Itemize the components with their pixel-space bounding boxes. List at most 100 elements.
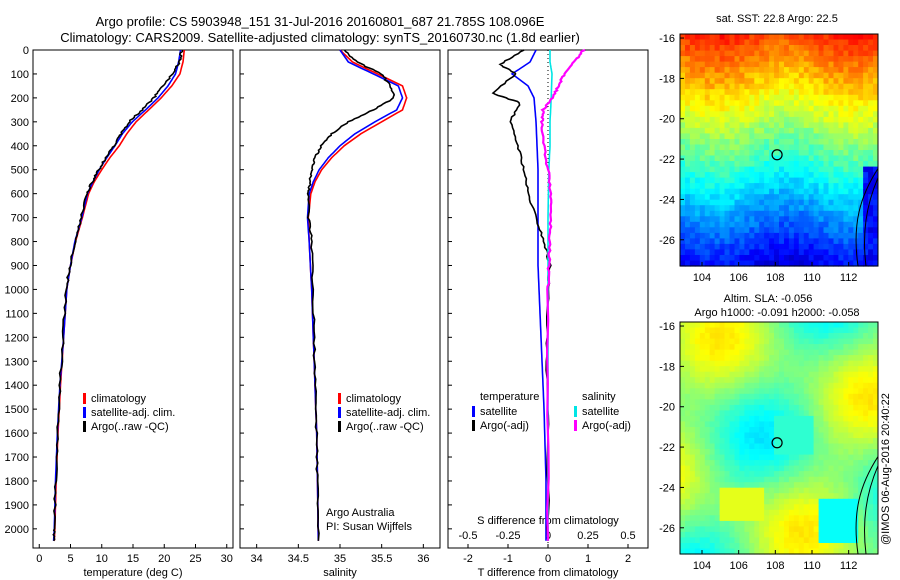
map-cell	[754, 344, 760, 351]
map-cell	[714, 515, 721, 522]
map-cell	[788, 255, 795, 262]
map-cell	[833, 438, 839, 445]
map-cell	[808, 377, 815, 384]
map-cell	[699, 89, 706, 96]
lat-tick-label: -22	[659, 154, 675, 166]
map-cell	[863, 415, 869, 422]
map-cell	[803, 520, 810, 527]
map-cell	[734, 194, 740, 201]
map-cell	[858, 438, 864, 445]
map-cell	[838, 188, 844, 195]
map-cell	[784, 56, 790, 63]
map-cell	[680, 410, 686, 417]
map-cell	[714, 427, 721, 434]
map-cell	[719, 498, 726, 505]
map-cell	[793, 548, 800, 555]
map-cell	[754, 360, 760, 367]
map-cell	[848, 438, 854, 445]
map-cell	[754, 438, 760, 445]
map-cell	[704, 205, 711, 212]
map-cell	[709, 399, 716, 406]
map-cell	[788, 526, 795, 533]
map-cell	[858, 105, 864, 112]
map-cell	[803, 177, 810, 184]
map-cell	[709, 249, 716, 256]
map-cell	[818, 493, 825, 500]
map-cell	[704, 172, 711, 179]
map-cell	[779, 50, 785, 57]
map-cell	[833, 543, 839, 550]
map-cell	[749, 243, 755, 250]
map-cell	[699, 421, 706, 428]
map-cell	[793, 161, 800, 168]
map-cell	[828, 183, 834, 190]
map-cell	[779, 78, 785, 85]
map-cell	[779, 89, 785, 96]
map-cell	[749, 327, 755, 334]
map-cell	[868, 520, 874, 527]
map-cell	[848, 227, 854, 234]
map-cell	[704, 72, 711, 79]
map-cell	[724, 183, 730, 190]
map-cell	[749, 116, 755, 123]
map-cell	[754, 144, 760, 151]
map-cell	[838, 39, 844, 46]
map-cell	[843, 83, 849, 90]
map-cell	[764, 487, 770, 494]
map-cell	[838, 122, 844, 129]
map-cell	[685, 94, 691, 101]
map-cell	[699, 377, 706, 384]
map-cell	[833, 172, 839, 179]
map-cell	[813, 50, 820, 57]
map-cell	[793, 371, 800, 378]
map-cell	[828, 111, 834, 118]
map-cell	[808, 399, 815, 406]
map-cell	[729, 388, 735, 395]
x-tick-label: 35	[334, 553, 346, 565]
map-cell	[793, 105, 800, 112]
map-cell	[793, 344, 800, 351]
map-cell	[764, 227, 770, 234]
map-cell	[788, 155, 795, 162]
map-cell	[774, 493, 780, 500]
map-cell	[694, 438, 701, 445]
map-cell	[843, 537, 849, 544]
map-cell	[764, 127, 770, 134]
map-cell	[724, 166, 730, 173]
map-cell	[694, 45, 701, 52]
map-cell	[774, 382, 780, 389]
map-cell	[734, 34, 740, 41]
map-cell	[699, 100, 706, 107]
map-cell	[694, 454, 701, 461]
map-cell	[709, 155, 716, 162]
map-cell	[838, 83, 844, 90]
map-cell	[744, 166, 750, 173]
map-cell	[769, 344, 775, 351]
map-cell	[828, 72, 834, 79]
map-cell	[793, 377, 800, 384]
map-cell	[749, 322, 755, 329]
map-cell	[769, 322, 775, 329]
map-cell	[873, 543, 879, 550]
map-cell	[808, 243, 815, 250]
map-cell	[694, 344, 701, 351]
map-cell	[803, 50, 810, 57]
map-cell	[689, 50, 696, 57]
map-cell	[823, 504, 829, 511]
map-cell	[744, 465, 750, 472]
map-cell	[764, 515, 770, 522]
map-cell	[759, 449, 765, 456]
map-cell	[873, 465, 879, 472]
map-cell	[873, 139, 879, 146]
map-cell	[754, 465, 760, 472]
map-cell	[823, 232, 829, 239]
map-cell	[719, 199, 726, 206]
map-cell	[769, 338, 775, 345]
map-cell	[704, 78, 711, 85]
map-cell	[838, 327, 844, 334]
map-cell	[818, 443, 825, 450]
map-cell	[749, 471, 755, 478]
map-cell	[793, 449, 800, 456]
map-cell	[818, 122, 825, 129]
map-cell	[873, 388, 879, 395]
